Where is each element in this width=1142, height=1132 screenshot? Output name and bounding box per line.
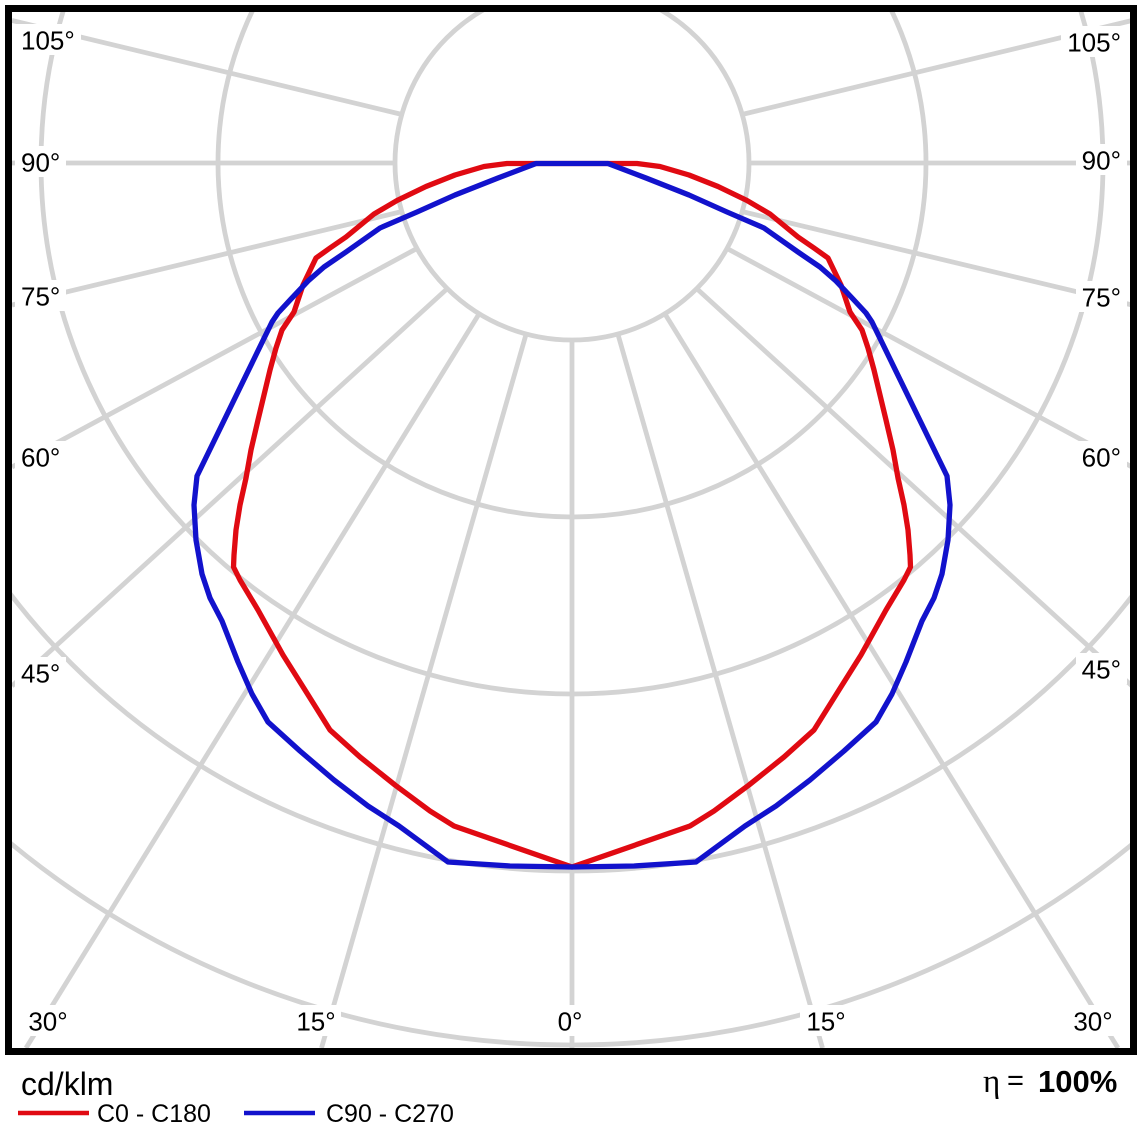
svg-text:C90 - C270: C90 - C270 [326, 1100, 454, 1128]
svg-text:90°: 90° [21, 147, 60, 177]
svg-text:30°: 30° [1073, 1006, 1112, 1036]
svg-text:90°: 90° [1082, 145, 1121, 175]
svg-text:105°: 105° [21, 25, 75, 55]
svg-text:75°: 75° [1082, 282, 1121, 312]
svg-text:0°: 0° [558, 1006, 583, 1036]
svg-text:100%: 100% [1038, 1064, 1117, 1099]
svg-text:15°: 15° [806, 1006, 845, 1036]
svg-text:45°: 45° [21, 658, 60, 688]
svg-text:cd/klm: cd/klm [21, 1066, 113, 1102]
svg-text:60°: 60° [1082, 442, 1121, 472]
svg-text:=: = [1007, 1065, 1024, 1097]
svg-text:15°: 15° [296, 1006, 335, 1036]
svg-text:30°: 30° [28, 1006, 67, 1036]
svg-text:60°: 60° [21, 442, 60, 472]
svg-text:η: η [983, 1064, 1000, 1100]
svg-text:C0 - C180: C0 - C180 [97, 1100, 211, 1128]
svg-text:45°: 45° [1082, 654, 1121, 684]
svg-text:75°: 75° [21, 281, 60, 311]
svg-text:105°: 105° [1067, 27, 1121, 57]
